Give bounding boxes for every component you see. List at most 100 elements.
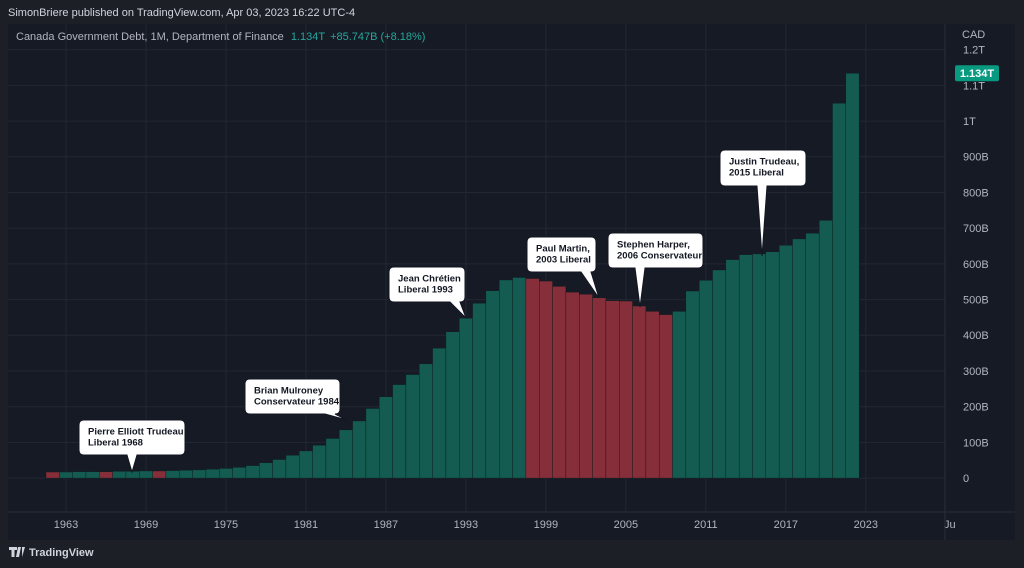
change: +85.747B (+8.18%) (330, 31, 425, 43)
bar (725, 259, 740, 479)
bar (539, 280, 553, 479)
bar (219, 468, 233, 479)
last-value: 1.134T (291, 31, 326, 43)
bar (485, 290, 500, 479)
callout-box (244, 378, 348, 421)
y-tick-label: 300B (963, 366, 989, 378)
bar (165, 470, 180, 479)
y-tick-label: 200B (963, 402, 989, 414)
bar (579, 294, 593, 479)
bar (632, 305, 647, 479)
y-tick-label: 900B (963, 152, 989, 164)
x-tick-label: 1993 (454, 519, 478, 531)
footer-logo: TradingView (9, 547, 94, 559)
bar (525, 278, 540, 479)
bar (698, 280, 713, 479)
bar (658, 314, 673, 479)
bar (59, 471, 73, 479)
bar (299, 450, 313, 479)
bar (565, 291, 580, 479)
bar (752, 253, 767, 479)
y-tick-label: 600B (963, 259, 989, 271)
bar (552, 286, 567, 479)
bar (619, 300, 633, 479)
callout-box (607, 232, 704, 308)
x-tick-label: 2011 (694, 519, 718, 531)
callout-text: Paul Martin, (536, 244, 590, 255)
callout-text: Brian Mulroney (254, 386, 324, 397)
x-tick-label: Ju (944, 519, 956, 531)
callout: Justin Trudeau,2015 Liberal (719, 149, 807, 257)
bar (245, 465, 260, 479)
bar (312, 445, 327, 479)
y-tick-label: 400B (963, 330, 989, 342)
y-tick-label: 1.2T (963, 45, 985, 57)
x-tick-label: 1963 (54, 519, 78, 531)
publisher: SimonBriere published on TradingView.com… (8, 7, 355, 19)
x-tick-label: 2005 (614, 519, 638, 531)
bar (472, 302, 487, 479)
bar (339, 429, 353, 479)
bar (179, 470, 193, 479)
bar (645, 311, 660, 479)
y-tick-label: 0 (963, 473, 969, 485)
x-tick-label: 1999 (534, 519, 558, 531)
x-tick-label: 2023 (854, 519, 878, 531)
bar (738, 254, 753, 479)
bar (152, 470, 167, 479)
bar (445, 331, 460, 479)
y-tick-label: 700B (963, 223, 989, 235)
bar (72, 471, 87, 479)
bar (512, 277, 527, 479)
callout-box (526, 236, 600, 299)
bar (432, 347, 447, 479)
x-tick-label: 1969 (134, 519, 158, 531)
bar (405, 374, 420, 479)
bar (325, 438, 340, 479)
bar (192, 469, 207, 479)
y-tick-label: 1T (963, 116, 976, 128)
callout-text: Jean Chrétien (398, 274, 461, 285)
bar (792, 238, 807, 479)
callout-box (78, 419, 186, 474)
plot: 0 100B 200B 300B 400B 500B 600B 700B 800B 900B 1T 1… (8, 24, 989, 531)
bar (285, 455, 300, 479)
callout: Stephen Harper,2006 Conservateur (607, 232, 704, 308)
bar (592, 297, 607, 479)
callout-text: 2006 Conservateur (617, 251, 702, 262)
bar (605, 300, 620, 479)
bar (459, 317, 473, 479)
bar (778, 245, 793, 479)
bar (112, 471, 127, 479)
callout-text: 2015 Liberal (729, 168, 784, 179)
bar (85, 471, 100, 479)
chart-title: Canada Government Debt, 1M, Department o… (16, 31, 284, 43)
y-tick-label: 800B (963, 187, 989, 199)
callout-text: 2003 Liberal (536, 255, 591, 266)
callout-text: Conservateur 1984 (254, 397, 340, 408)
bar (712, 269, 727, 479)
y-tick-label: 100B (963, 437, 989, 449)
bar (672, 311, 687, 479)
bar (392, 384, 407, 479)
bar (99, 471, 113, 479)
bar (139, 470, 153, 479)
bar (125, 471, 140, 479)
callout-box (719, 149, 807, 257)
callout-box (388, 266, 467, 319)
bar (272, 459, 287, 479)
y-tick-label: 1.1T (963, 80, 985, 92)
bar (499, 279, 513, 479)
bar (419, 363, 433, 479)
bar (832, 103, 847, 479)
y-tick-label: 500B (963, 294, 989, 306)
currency: CAD (962, 29, 985, 41)
bar (765, 251, 780, 479)
bar (352, 420, 367, 479)
x-tick-label: 1987 (374, 519, 398, 531)
callout-text: Liberal 1968 (88, 438, 143, 449)
bar (379, 396, 393, 479)
